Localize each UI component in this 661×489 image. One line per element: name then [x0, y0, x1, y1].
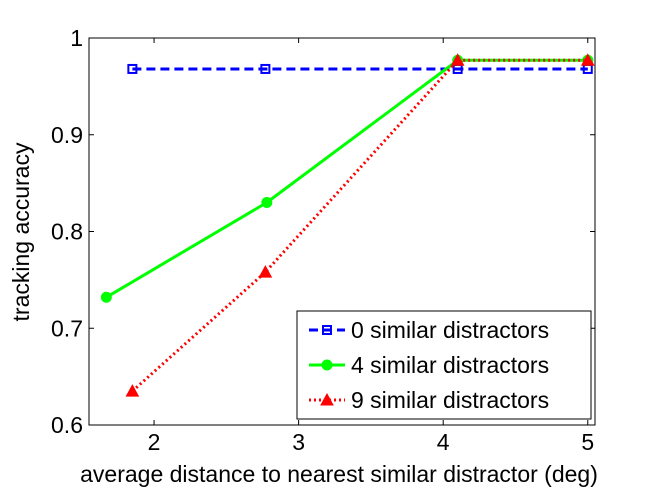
series-marker — [321, 359, 333, 371]
y-tick-label: 0.7 — [51, 315, 83, 341]
series-marker — [322, 325, 332, 335]
series-marker — [261, 196, 273, 208]
legend-label: 4 similar distractors — [351, 352, 549, 378]
series-marker — [125, 384, 140, 397]
series-marker — [260, 63, 271, 74]
legend-label: 0 similar distractors — [351, 317, 549, 343]
y-tick-label: 1 — [70, 25, 83, 51]
series-marker — [450, 53, 465, 66]
series-marker — [258, 265, 273, 278]
series-line — [105, 58, 588, 299]
y-tick-label: 0.9 — [51, 122, 83, 148]
series — [125, 53, 595, 397]
series-line — [131, 58, 588, 393]
y-tick-label: 0.6 — [51, 412, 83, 438]
legend-label: 9 similar distractors — [351, 387, 549, 413]
series-marker — [320, 392, 334, 406]
x-tick-label: 2 — [148, 429, 161, 455]
series-marker — [127, 63, 138, 74]
x-tick-label: 5 — [581, 429, 594, 455]
legend-box — [296, 310, 592, 420]
series-marker — [100, 291, 112, 303]
series-layer — [100, 53, 595, 397]
y-axis-label: tracking accuracy — [8, 142, 34, 321]
legend: 0 similar distractors 4 similar distracto… — [296, 310, 592, 420]
y-tick-label: 0.8 — [51, 219, 83, 245]
x-axis-label: average distance to nearest similar dist… — [80, 461, 598, 487]
x-tick-label: 3 — [292, 429, 305, 455]
series-marker — [580, 53, 595, 66]
x-axis: 2 3 4 5 — [148, 38, 594, 455]
x-tick-label: 4 — [437, 429, 450, 455]
y-axis: 0.6 0.7 0.8 0.9 1 — [51, 25, 595, 438]
